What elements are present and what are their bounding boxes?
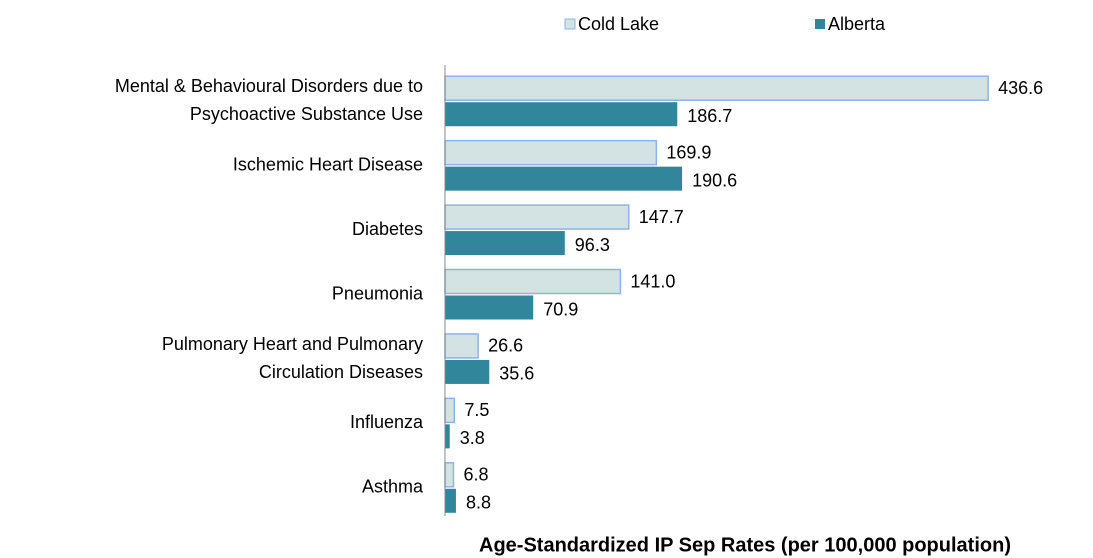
legend-swatch <box>564 18 576 30</box>
data-label: 3.8 <box>460 428 485 448</box>
bar <box>444 268 622 295</box>
data-label: 6.8 <box>463 465 488 485</box>
y-tick-label: Pulmonary Heart and Pulmonary Circulation… <box>162 334 423 382</box>
y-tick-label: Diabetes <box>352 219 423 239</box>
y-tick-label: Mental & Behavioural Disorders due to Psy… <box>115 76 423 124</box>
bar <box>444 462 455 488</box>
bar <box>444 204 630 230</box>
x-axis-title: Age-Standardized IP Sep Rates (per 100,0… <box>479 534 1011 556</box>
bar <box>445 424 450 449</box>
data-label: 35.6 <box>499 364 534 384</box>
data-label: 190.6 <box>692 170 737 190</box>
bar <box>444 139 658 166</box>
data-label: 96.3 <box>575 235 610 255</box>
y-tick-label: Pneumonia <box>332 283 424 303</box>
bar <box>444 75 989 101</box>
legend-label: Cold Lake <box>578 14 659 34</box>
data-label: 169.9 <box>666 142 711 162</box>
bar <box>445 231 565 256</box>
data-label: 70.9 <box>543 299 578 319</box>
bar <box>445 488 456 513</box>
legend-swatch <box>815 19 825 29</box>
data-label: 141.0 <box>630 271 675 291</box>
data-label: 147.7 <box>639 207 684 227</box>
data-label: 8.8 <box>466 493 491 513</box>
data-label: 26.6 <box>488 336 523 356</box>
legend-label: Alberta <box>828 14 886 34</box>
bar <box>445 295 534 320</box>
data-label: 186.7 <box>687 106 732 126</box>
y-tick-label: Asthma <box>362 477 424 497</box>
y-tick-label: Influenza <box>350 412 424 432</box>
bar <box>445 102 678 127</box>
data-label: 7.5 <box>464 400 489 420</box>
bar <box>444 333 479 359</box>
data-label: 436.6 <box>998 78 1043 98</box>
y-tick-label: Ischemic Heart Disease <box>233 154 423 174</box>
bar <box>445 359 490 384</box>
bar <box>445 166 683 191</box>
bar <box>444 397 456 424</box>
